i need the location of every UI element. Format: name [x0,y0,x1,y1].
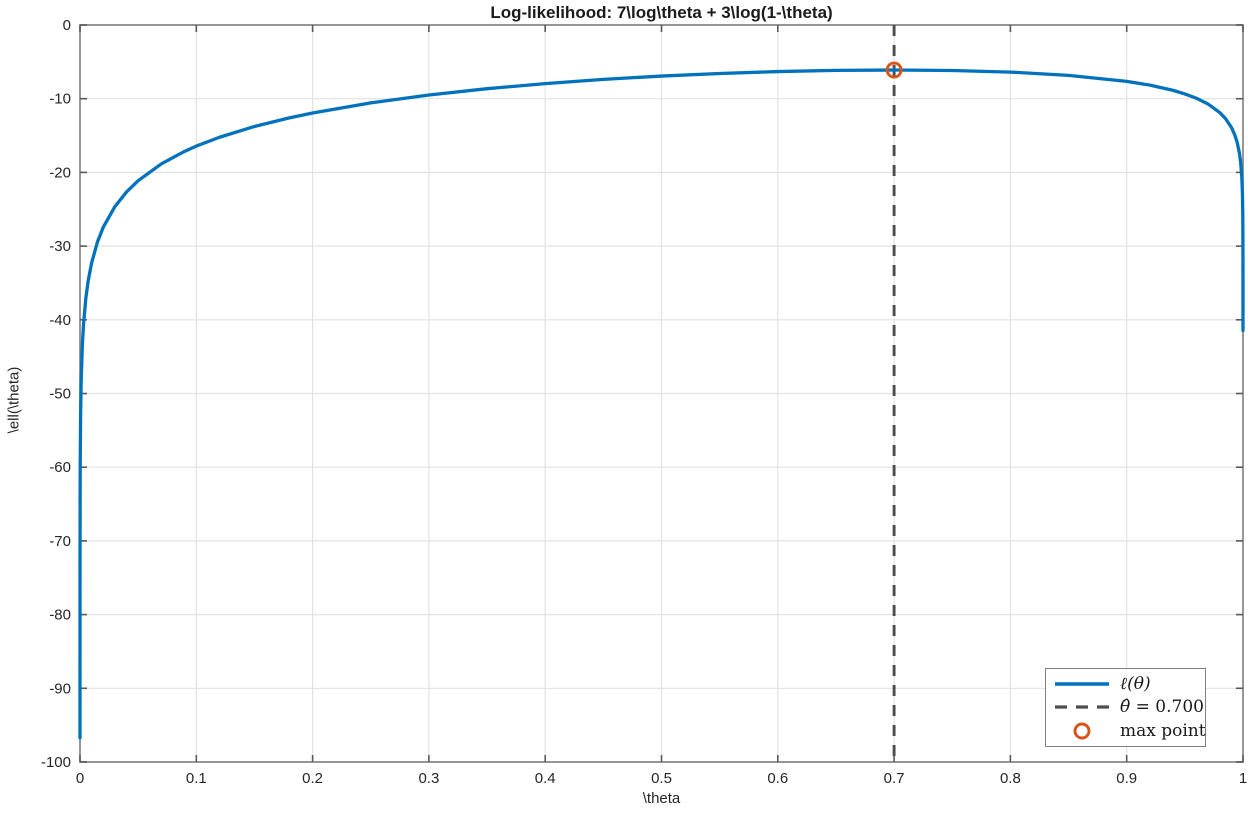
y-tick-label: -90 [49,680,71,697]
chart-title: Log-likelihood: 7\log\theta + 3\log(1-\t… [490,3,833,22]
x-tick-label: 0.3 [418,770,439,787]
y-tick-label: -40 [49,312,71,329]
legend-theta-hat-label: θ̂ = 0.700 [1120,697,1204,717]
y-tick-label: -20 [49,164,71,181]
x-tick-label: 0.9 [1116,770,1137,787]
y-tick-label: -10 [49,91,71,108]
legend-dashed-line-sample [1055,705,1109,710]
x-axis-label: \theta [642,790,681,807]
legend-theta-hat-symbol: θ̂ [1120,697,1131,718]
legend-item-max-point: max point [1046,720,1206,742]
x-tick-label: 0.5 [651,770,672,787]
legend-theta-hat-value: = 0.700 [1135,697,1204,718]
x-tick-label: 0.8 [1000,770,1021,787]
y-tick-label: -30 [49,238,71,255]
y-tick-label: -70 [49,533,71,550]
y-tick-label: -100 [41,754,71,771]
legend-curve-line-sample [1055,682,1109,686]
y-tick-label: -60 [49,459,71,476]
max-point-marker [885,61,903,79]
x-tick-label: 0.2 [302,770,323,787]
legend-item-theta-hat: θ̂ = 0.700 [1046,696,1205,718]
x-tick-label: 0.4 [535,770,556,787]
y-axis-label: \ell(\theta) [5,366,23,434]
x-tick-label: 0.1 [186,770,207,787]
x-tick-label: 0 [76,770,84,787]
y-tick-label: 0 [63,17,71,34]
legend-item-curve: ℓ(θ) [1046,673,1205,695]
legend[interactable]: ℓ(θ) θ̂ = 0.700 max point [1045,668,1206,747]
y-tick-label: -80 [49,607,71,624]
x-tick-label: 1 [1239,770,1247,787]
legend-max-point-label: max point [1120,721,1206,742]
loglik-curve [78,68,1245,740]
legend-max-point-marker-sample [1073,722,1091,740]
y-tick-label: -50 [49,386,71,403]
x-tick-label: 0.7 [884,770,905,787]
x-tick-label: 0.6 [767,770,788,787]
legend-curve-label: ℓ(θ) [1120,673,1151,694]
